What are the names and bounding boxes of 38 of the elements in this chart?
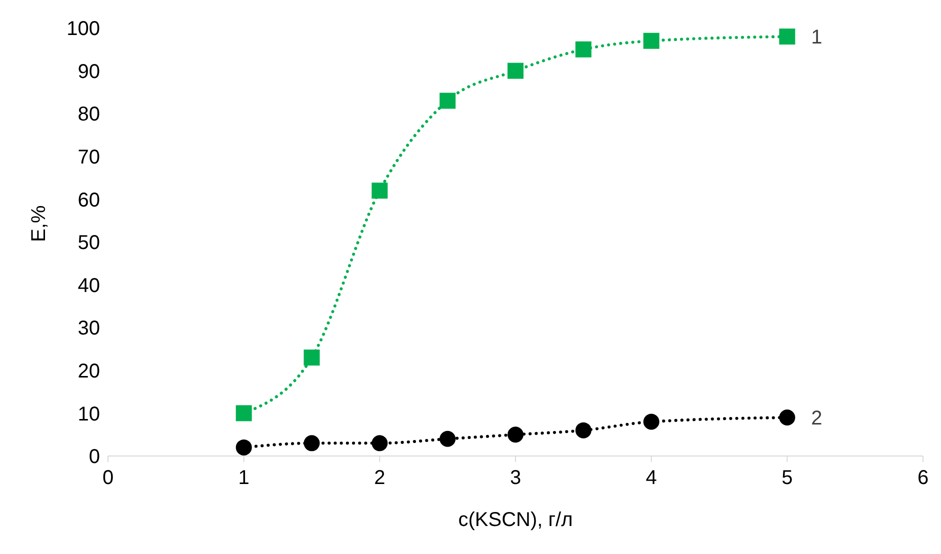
point — [779, 28, 796, 45]
x-tick-label: 1 — [238, 467, 250, 490]
y-tick-label: 0 — [88, 446, 100, 468]
point — [236, 405, 252, 422]
series-label: 1 — [811, 26, 822, 49]
y-tick-label: 70 — [78, 146, 100, 168]
point — [236, 439, 252, 456]
x-tick-label: 5 — [782, 467, 793, 490]
y-tick-label: 60 — [78, 189, 100, 212]
y-tick-label: 40 — [78, 274, 100, 297]
point — [779, 409, 796, 426]
y-tick-label: 100 — [66, 18, 100, 40]
y-tick-label: 50 — [78, 232, 100, 254]
point — [372, 435, 388, 452]
point — [304, 435, 320, 452]
x-tick-label: 0 — [102, 467, 114, 490]
point — [372, 182, 388, 199]
y-tick-label: 10 — [78, 403, 100, 426]
point — [643, 414, 660, 430]
y-axis-title: E,% — [28, 205, 50, 242]
point — [508, 62, 524, 79]
y-tick-label: 20 — [78, 360, 100, 382]
x-axis-title: c(KSCN), г/л — [458, 509, 573, 531]
point — [440, 92, 456, 109]
x-tick-label: 4 — [646, 467, 657, 490]
y-tick-label: 90 — [78, 60, 100, 83]
x-tick-label: 3 — [510, 467, 522, 490]
point — [508, 426, 524, 443]
point — [304, 350, 320, 366]
y-tick-label: 80 — [78, 104, 100, 126]
point — [643, 32, 660, 49]
y-tick-label: 30 — [78, 318, 100, 340]
point — [575, 422, 592, 438]
x-tick-label: 6 — [917, 467, 929, 490]
point — [575, 41, 592, 58]
x-tick-label: 2 — [374, 467, 386, 490]
series-label: 2 — [811, 407, 822, 430]
point — [440, 430, 456, 447]
